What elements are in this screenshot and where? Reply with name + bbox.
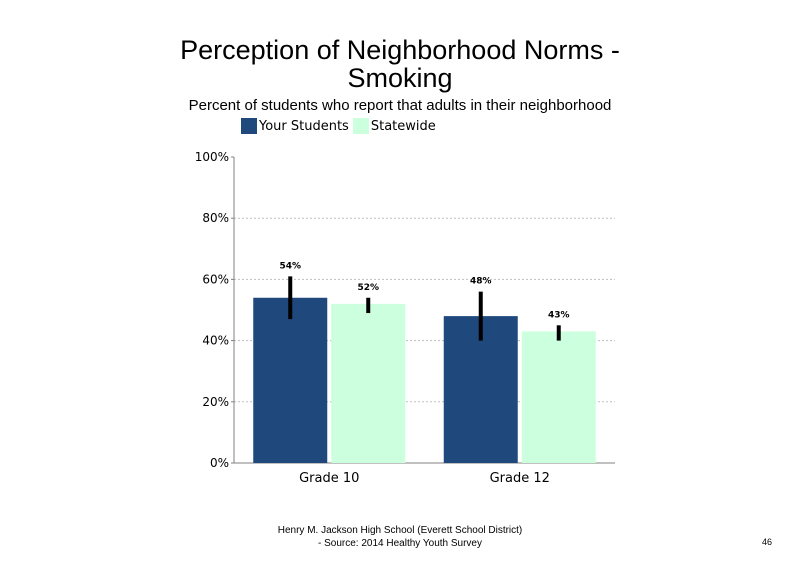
y-tick-label: 100%	[195, 150, 229, 164]
legend-swatch-statewide	[352, 118, 369, 134]
x-category-label: Grade 12	[490, 471, 550, 486]
data-label-your-students: 54%	[279, 261, 301, 271]
data-label-your-students: 48%	[470, 277, 492, 287]
legend-swatch-your-students	[241, 118, 257, 134]
footer-source: Henry M. Jackson High School (Everett Sc…	[0, 524, 800, 550]
legend-item-your-students: Your Students	[241, 118, 349, 134]
chart-subtitle: Percent of students who report that adul…	[188, 97, 612, 114]
bar-your-students	[253, 297, 328, 463]
legend-label-your-students: Your Students	[259, 118, 349, 134]
legend-item-statewide: Statewide	[352, 118, 436, 134]
chart-legend: Your Students Statewide	[241, 118, 440, 134]
footer-survey: - Source: 2014 Healthy Youth Survey	[318, 538, 482, 549]
bar-statewide	[331, 303, 406, 463]
y-tick-label: 40%	[202, 334, 229, 348]
data-label-statewide: 52%	[357, 283, 379, 293]
footer-school: Henry M. Jackson High School (Everett Sc…	[277, 525, 523, 536]
y-tick-label: 20%	[202, 395, 229, 409]
data-label-statewide: 43%	[548, 310, 570, 320]
y-tick-label: 60%	[202, 272, 229, 286]
bar-statewide	[521, 331, 596, 463]
x-category-label: Grade 10	[299, 471, 359, 486]
legend-label-statewide: Statewide	[370, 118, 436, 134]
y-tick-label: 80%	[202, 211, 229, 225]
page-number: 46	[761, 537, 772, 547]
chart-title-text: Perception of Neighborhood Norms - Smokin…	[180, 35, 620, 93]
y-tick-label: 0%	[210, 456, 229, 470]
chart-title: Perception of Neighborhood Norms - Smokin…	[0, 36, 800, 92]
